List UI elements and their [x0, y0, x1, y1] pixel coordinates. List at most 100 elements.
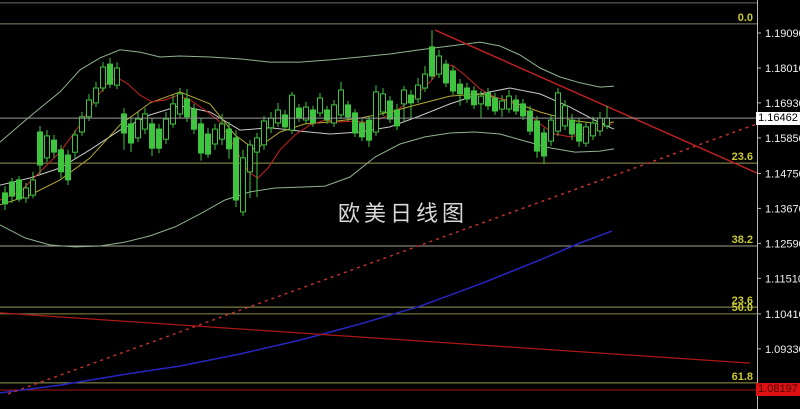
candle — [268, 112, 274, 133]
candle — [415, 78, 421, 103]
candle — [93, 81, 99, 108]
candle — [163, 112, 169, 144]
candle-body-bear — [443, 63, 449, 84]
candle — [366, 115, 372, 147]
candle-body-bull — [170, 103, 176, 125]
candle-body-bear — [408, 94, 414, 104]
candle — [44, 130, 50, 163]
candle-body-bull — [506, 95, 512, 110]
candle-body-bull — [583, 126, 589, 144]
candle-body-bull — [44, 135, 50, 159]
candle-body-bull — [163, 118, 169, 140]
candle-body-bull — [289, 94, 295, 131]
bollinger-upper-band — [0, 41, 615, 143]
candle — [485, 88, 491, 110]
candle — [604, 105, 610, 130]
candle — [142, 108, 148, 134]
candle-body-bull — [177, 93, 183, 115]
candle-body-bull — [135, 118, 141, 139]
fib-label: 61.8 — [732, 371, 753, 383]
candle-body-bear — [205, 133, 211, 155]
candle — [128, 118, 134, 153]
fib-label: 0.0 — [738, 12, 753, 24]
candle — [359, 119, 365, 142]
candle — [23, 182, 29, 203]
candle — [79, 112, 85, 136]
candle — [37, 125, 43, 175]
candle-body-bear — [37, 131, 43, 166]
candle-body-bull — [590, 122, 596, 137]
candle-body-bear — [464, 87, 470, 100]
candle — [275, 102, 281, 127]
candle-body-bull — [401, 89, 407, 105]
candle-body-bull — [254, 137, 260, 153]
candle — [492, 92, 498, 115]
candle-body-bear — [366, 119, 372, 141]
candle — [373, 85, 379, 136]
candle-body-bear — [569, 119, 575, 135]
axis-price-label: 1.16930 — [765, 98, 800, 110]
candle — [156, 123, 162, 154]
candle-body-bear — [527, 110, 533, 132]
candle — [247, 140, 253, 199]
candle — [261, 115, 267, 150]
candle-body-bear — [359, 122, 365, 138]
candle-body-bear — [492, 97, 498, 112]
candle — [191, 103, 197, 134]
current-price-box: 1.16462 — [756, 112, 800, 125]
candle-body-bull — [142, 113, 148, 130]
candle — [114, 62, 120, 89]
candle — [408, 90, 414, 119]
axis-price-label: 1.09330 — [765, 344, 800, 356]
candle — [548, 114, 554, 146]
chart-title: 欧美日线图 — [338, 202, 469, 227]
candle-body-bear — [352, 112, 358, 134]
candle-body-bull — [555, 92, 561, 132]
candle — [149, 118, 155, 156]
candle-body-bull — [247, 144, 253, 173]
candle — [233, 130, 239, 208]
candle — [240, 149, 246, 216]
candle — [212, 123, 218, 150]
candle-body-bear — [149, 123, 155, 149]
candle — [226, 122, 232, 159]
candle-body-bear — [296, 107, 302, 119]
candle — [478, 90, 484, 119]
candle-body-bear — [58, 149, 64, 173]
candle — [527, 105, 533, 135]
candle-body-bull — [597, 117, 603, 132]
candle — [2, 186, 8, 210]
candle-body-bear — [541, 132, 547, 157]
candle-body-bull — [86, 99, 92, 118]
candle-body-bull — [114, 67, 120, 86]
candle-body-bull — [317, 97, 323, 114]
axis-price-label: 1.12590 — [765, 238, 800, 250]
candle — [450, 66, 456, 96]
candle-body-bear — [191, 108, 197, 130]
candle — [520, 99, 526, 121]
candle-body-bull — [219, 123, 225, 140]
candle-body-bull — [338, 89, 344, 116]
candle-body-bear — [457, 83, 463, 95]
candle — [170, 95, 176, 128]
candle — [317, 92, 323, 117]
candle — [51, 135, 57, 158]
candle — [597, 112, 603, 136]
candle — [9, 178, 15, 203]
candle — [506, 90, 512, 113]
candle-body-bear — [107, 63, 113, 85]
candle-body-bull — [79, 116, 85, 133]
lower-descending-trendline — [0, 312, 751, 364]
candle-body-bull — [93, 87, 99, 104]
candle — [121, 108, 127, 150]
candle-body-bull — [380, 93, 386, 113]
candle — [457, 79, 463, 106]
candle — [401, 86, 407, 122]
candle — [464, 82, 470, 103]
candle-body-bear — [2, 192, 8, 205]
candle-body-bear — [513, 99, 519, 112]
bollinger-lower-band — [0, 131, 615, 248]
candle-body-bear — [65, 154, 71, 181]
candle-body-bull — [303, 106, 309, 121]
